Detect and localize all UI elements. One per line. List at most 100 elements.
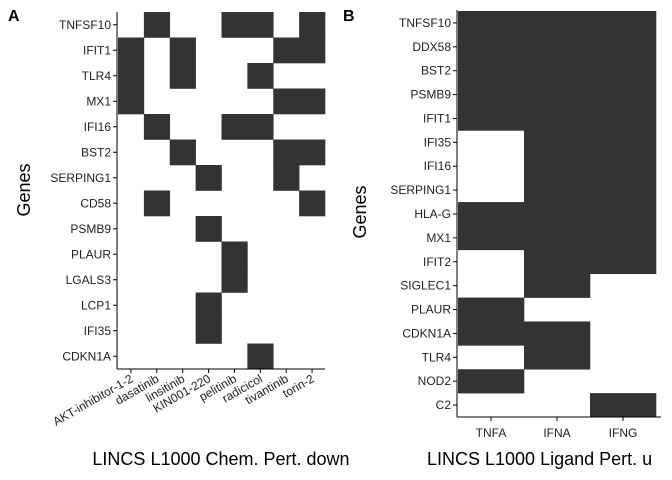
panel-b-y-tick-label: SIGLEC1 bbox=[400, 279, 451, 293]
panel-b-heatmap-cell bbox=[590, 58, 657, 83]
panel-b-heatmap-cell bbox=[590, 393, 657, 418]
panel-b-heatmap-cell bbox=[524, 58, 591, 83]
panel-b-heatmap-cell bbox=[524, 82, 591, 107]
panel-b: B TNFSF10 DDX58 BST2 PSMB9 IFIT1 IFI35 IFI16 SE… bbox=[343, 8, 661, 469]
panel-a-y-tick-label: TLR4 bbox=[82, 69, 112, 83]
panel-a-x-axis-title: LINCS L1000 Chem. Pert. down bbox=[92, 449, 349, 469]
panel-b-y-tick-label: IFI35 bbox=[424, 135, 452, 149]
panel-a-heatmap-cell bbox=[247, 343, 274, 370]
panel-a-y-tick-label: LCP1 bbox=[81, 298, 111, 312]
panel-a-y-tick-label: TNFSF10 bbox=[59, 18, 111, 32]
panel-b-heatmap-cell bbox=[590, 11, 657, 36]
panel-a-heatmap-cell bbox=[247, 12, 274, 38]
panel-a-heatmap-cell bbox=[273, 37, 300, 64]
panel-b-y-tick-label: CDKN1A bbox=[402, 326, 451, 340]
panel-a-heatmap-cell bbox=[195, 318, 222, 344]
panel-a-heatmap-cell bbox=[195, 216, 222, 242]
panel-a-heatmap-cell bbox=[273, 88, 300, 115]
panel-a-heatmap-cell bbox=[299, 37, 326, 64]
panel-b-heatmap-cell bbox=[524, 249, 591, 274]
panel-b-y-ticks: TNFSF10 DDX58 BST2 PSMB9 IFIT1 IFI35 IFI16 SERP… bbox=[390, 16, 457, 412]
panel-b-y-tick-label: TNFSF10 bbox=[399, 16, 451, 30]
panel-a-heatmap-cell bbox=[169, 63, 196, 89]
panel-b-heatmap-cell bbox=[524, 154, 591, 179]
panel-b-y-tick-label: HLA-G bbox=[414, 207, 451, 221]
panel-a-heatmap-cell bbox=[118, 37, 145, 64]
panel-a-heatmap-cell bbox=[299, 139, 326, 166]
panel-b-x-axis-title: LINCS L1000 Ligand Pert. u bbox=[427, 449, 652, 469]
panel-b-y-tick-label: PSMB9 bbox=[410, 88, 451, 102]
panel-a-y-tick-label: MX1 bbox=[86, 94, 111, 108]
panel-a: A TNFSF10 IFIT1 TLR4 MX1 IFI16 BST2 SERPING1 CD… bbox=[8, 8, 350, 469]
panel-b-heatmap-cell bbox=[590, 82, 657, 107]
panel-a-y-tick-label: BST2 bbox=[81, 145, 111, 159]
panel-a-heatmap-cell bbox=[299, 190, 326, 217]
panel-b-y-tick-label: C2 bbox=[436, 398, 452, 412]
panel-a-heatmap-cell bbox=[195, 292, 222, 319]
panel-b-heatmap-cell bbox=[590, 34, 657, 60]
panel-b-x-tick-label: TNFA bbox=[476, 426, 507, 440]
panel-b-cells bbox=[458, 11, 657, 418]
panel-b-y-tick-label: TLR4 bbox=[422, 350, 452, 364]
panel-a-heatmap-cell bbox=[273, 139, 300, 166]
panel-b-y-tick-label: PLAUR bbox=[411, 303, 451, 317]
panel-b-x-ticks: TNFA IFNA IFNG bbox=[476, 417, 638, 440]
panel-a-y-tick-label: SERPING1 bbox=[50, 171, 111, 185]
panel-b-heatmap-cell bbox=[458, 369, 525, 394]
panel-a-heatmap-cell bbox=[221, 241, 248, 268]
panel-a-y-axis-title: Genes bbox=[14, 163, 34, 216]
panel-b-heatmap-cell bbox=[590, 178, 657, 203]
panel-a-y-tick-label: LGALS3 bbox=[66, 273, 112, 287]
panel-b-heatmap-cell bbox=[458, 202, 525, 227]
panel-a-heatmap-cell bbox=[195, 165, 222, 191]
panel-a-heatmap-cell bbox=[247, 114, 274, 140]
panel-b-y-tick-label: DDX58 bbox=[412, 40, 451, 54]
panel-b-heatmap-cell bbox=[524, 345, 591, 370]
panel-b-x-tick-label: IFNG bbox=[609, 426, 638, 440]
panel-b-heatmap-cell bbox=[524, 130, 591, 155]
panel-a-heatmap-cell bbox=[143, 12, 171, 38]
panel-a-y-tick-label: IFIT1 bbox=[83, 43, 111, 57]
panel-a-y-tick-label: PSMB9 bbox=[70, 222, 111, 236]
panel-b-y-tick-label: NOD2 bbox=[418, 374, 452, 388]
panel-a-heatmap-cell bbox=[299, 12, 326, 38]
panel-a-heatmap-cell bbox=[221, 114, 248, 140]
panel-a-y-tick-label: IFI16 bbox=[84, 120, 112, 134]
panel-b-heatmap-cell bbox=[458, 11, 525, 36]
panel-a-y-tick-label: PLAUR bbox=[71, 247, 111, 261]
panel-b-y-axis-title: Genes bbox=[350, 185, 370, 238]
panel-a-heatmap-cell bbox=[221, 267, 248, 293]
panel-b-heatmap-cell bbox=[458, 321, 525, 346]
panel-a-heatmap-cell bbox=[143, 190, 171, 217]
panel-a-heatmap-cell bbox=[247, 63, 274, 89]
panel-b-y-tick-label: IFIT2 bbox=[423, 255, 451, 269]
panel-b-heatmap-cell bbox=[524, 202, 591, 227]
panel-a-y-ticks: TNFSF10 IFIT1 TLR4 MX1 IFI16 BST2 SERPING1 CD58… bbox=[50, 18, 117, 363]
panel-b-heatmap-cell bbox=[590, 202, 657, 227]
panel-a-heatmap-cell bbox=[169, 37, 196, 64]
panel-b-heatmap-cell bbox=[458, 34, 525, 60]
panel-b-x-tick-label: IFNA bbox=[543, 426, 570, 440]
panel-b-heatmap-cell bbox=[458, 297, 525, 322]
panel-b-y-tick-label: IFI16 bbox=[424, 159, 452, 173]
panel-a-heatmap-cell bbox=[169, 139, 196, 166]
panel-b-heatmap-cell bbox=[524, 225, 591, 251]
panel-b-heatmap-cell bbox=[458, 225, 525, 251]
panel-b-y-tick-label: IFIT1 bbox=[423, 111, 451, 125]
panel-b-heatmap-cell bbox=[590, 249, 657, 274]
panel-b-label: B bbox=[343, 8, 355, 25]
panel-a-label: A bbox=[8, 8, 20, 25]
panel-b-heatmap-cell bbox=[524, 34, 591, 60]
panel-a-heatmap-cell bbox=[299, 88, 326, 115]
panel-b-heatmap-cell bbox=[524, 273, 591, 298]
panel-a-x-ticks: AKT-inhibitor-1-2dasatiniblinsitinibKIN0… bbox=[50, 369, 317, 429]
panel-a-heatmap-cell bbox=[143, 114, 171, 140]
panel-b-y-tick-label: MX1 bbox=[426, 231, 451, 245]
panel-b-heatmap-cell bbox=[458, 58, 525, 83]
panel-a-y-tick-label: CD58 bbox=[80, 196, 111, 210]
panel-b-heatmap-cell bbox=[524, 106, 591, 131]
panel-a-heatmap-cell bbox=[118, 63, 145, 89]
panel-b-heatmap-cell bbox=[458, 106, 525, 131]
panel-b-heatmap-cell bbox=[458, 82, 525, 107]
